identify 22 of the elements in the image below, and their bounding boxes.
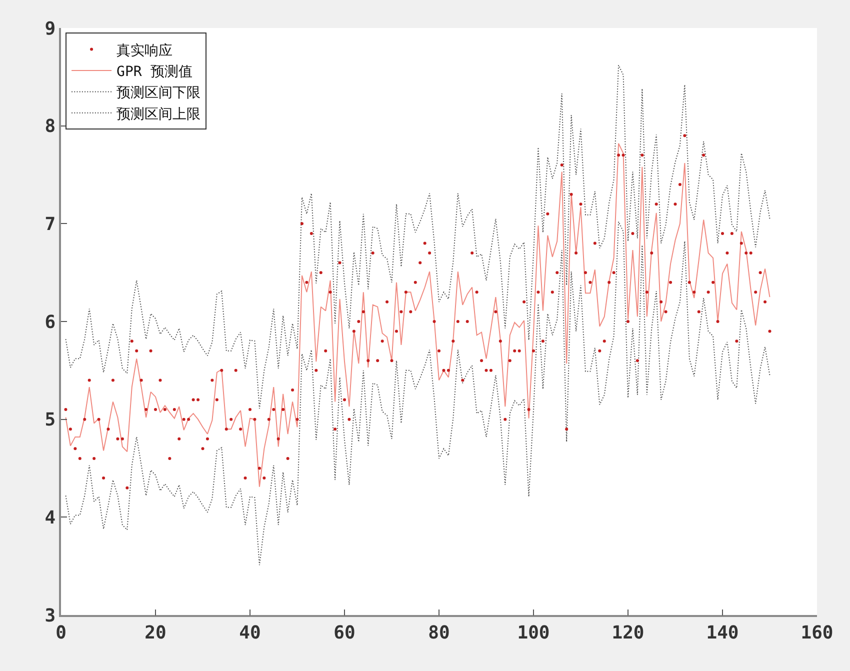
legend-label: 预测区间下限 [116,85,201,102]
x-tick-label: 160 [800,622,834,644]
x-tick-label: 40 [239,622,261,644]
x-tick-label: 0 [56,622,66,644]
y-tick-label: 9 [44,18,56,40]
y-tick-label: 6 [44,312,56,333]
y-tick-label: 8 [44,116,56,138]
x-tick-label: 80 [428,622,450,644]
x-tick-label: 60 [334,622,356,644]
y-tick-label: 4 [44,507,56,528]
line-series [65,221,770,566]
legend-label: GPR 预测值 [116,64,192,80]
y-tick-label: 3 [44,605,56,626]
line-series [65,64,770,410]
y-tick-label: 7 [44,214,56,235]
x-tick-label: 100 [517,622,550,644]
x-tick-label: 20 [144,622,166,644]
legend-label: 真实响应 [116,42,173,59]
x-tick-label: 140 [706,622,739,644]
legend-label: 预测区间上限 [116,106,201,122]
x-tick-label: 120 [612,622,644,644]
y-tick-label: 5 [44,410,56,431]
